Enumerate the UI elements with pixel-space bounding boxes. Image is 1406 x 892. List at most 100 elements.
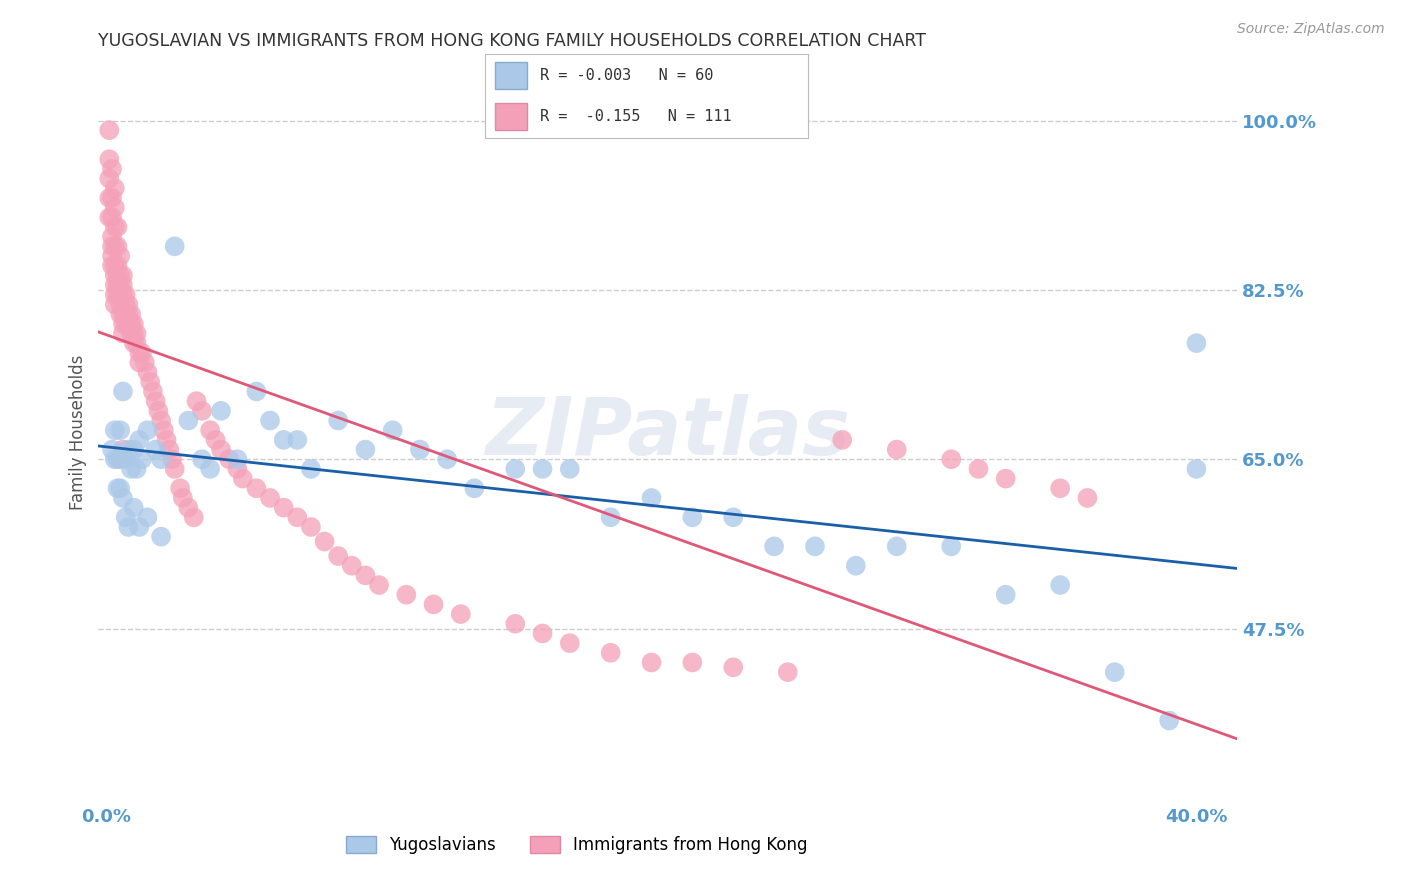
Point: [273, 433, 295, 447]
Point: [104, 287, 127, 301]
Point: [155, 433, 177, 447]
Point: [299, 520, 322, 534]
Point: [104, 423, 127, 437]
Point: [139, 375, 162, 389]
Point: [111, 287, 134, 301]
Point: [104, 181, 127, 195]
Point: [259, 413, 281, 427]
Point: [558, 636, 581, 650]
Point: [125, 462, 148, 476]
Point: [232, 472, 254, 486]
Point: [104, 452, 127, 467]
Point: [101, 161, 124, 176]
Point: [104, 219, 127, 234]
Point: [198, 423, 221, 437]
Point: [110, 423, 132, 437]
Point: [101, 442, 124, 457]
Point: [886, 442, 908, 457]
Point: [186, 394, 208, 409]
Point: [136, 423, 159, 437]
Point: [104, 278, 127, 293]
Point: [110, 249, 132, 263]
Point: [245, 384, 267, 399]
Point: [1185, 336, 1208, 351]
Point: [122, 442, 145, 457]
Point: [191, 404, 214, 418]
Point: [163, 239, 186, 253]
Point: [101, 239, 124, 253]
Point: [122, 317, 145, 331]
Point: [763, 539, 786, 553]
Point: [128, 345, 150, 359]
Point: [599, 646, 621, 660]
Point: [134, 355, 156, 369]
Point: [136, 510, 159, 524]
Point: [558, 462, 581, 476]
Point: [1104, 665, 1126, 680]
Point: [117, 442, 139, 457]
Point: [1049, 578, 1071, 592]
Point: [101, 259, 124, 273]
Text: Source: ZipAtlas.com: Source: ZipAtlas.com: [1237, 22, 1385, 37]
Point: [198, 462, 221, 476]
Point: [114, 510, 136, 524]
Point: [599, 510, 621, 524]
Point: [804, 539, 827, 553]
Point: [104, 297, 127, 311]
Point: [163, 462, 186, 476]
Point: [967, 462, 990, 476]
Point: [117, 520, 139, 534]
Point: [104, 259, 127, 273]
Point: [101, 211, 124, 225]
Point: [114, 297, 136, 311]
Point: [153, 423, 176, 437]
Point: [148, 404, 170, 418]
Point: [107, 268, 129, 283]
Point: [111, 278, 134, 293]
Point: [107, 239, 129, 253]
Point: [122, 336, 145, 351]
Point: [120, 307, 142, 321]
Point: [285, 433, 308, 447]
Point: [245, 481, 267, 495]
Point: [1159, 714, 1181, 728]
Point: [110, 268, 132, 283]
Point: [150, 452, 173, 467]
Point: [409, 442, 432, 457]
Point: [886, 539, 908, 553]
Point: [117, 317, 139, 331]
Point: [177, 500, 200, 515]
Point: [114, 317, 136, 331]
Point: [122, 500, 145, 515]
Point: [128, 520, 150, 534]
Point: [117, 307, 139, 321]
Point: [110, 452, 132, 467]
Point: [107, 287, 129, 301]
Point: [354, 442, 377, 457]
Point: [328, 549, 350, 563]
Point: [114, 287, 136, 301]
Point: [114, 307, 136, 321]
Point: [111, 268, 134, 283]
Bar: [495, 103, 527, 130]
Point: [259, 491, 281, 505]
Point: [142, 384, 165, 399]
Point: [503, 462, 526, 476]
Point: [98, 211, 121, 225]
Point: [120, 326, 142, 341]
Point: [1076, 491, 1098, 505]
Point: [395, 588, 418, 602]
Point: [354, 568, 377, 582]
Point: [169, 481, 191, 495]
Point: [226, 452, 249, 467]
Point: [145, 442, 167, 457]
Point: [994, 588, 1017, 602]
Point: [845, 558, 868, 573]
Point: [101, 229, 124, 244]
Point: [340, 558, 363, 573]
Point: [131, 345, 153, 359]
Y-axis label: Family Households: Family Households: [69, 355, 87, 510]
Point: [101, 249, 124, 263]
Point: [101, 191, 124, 205]
Point: [104, 239, 127, 253]
